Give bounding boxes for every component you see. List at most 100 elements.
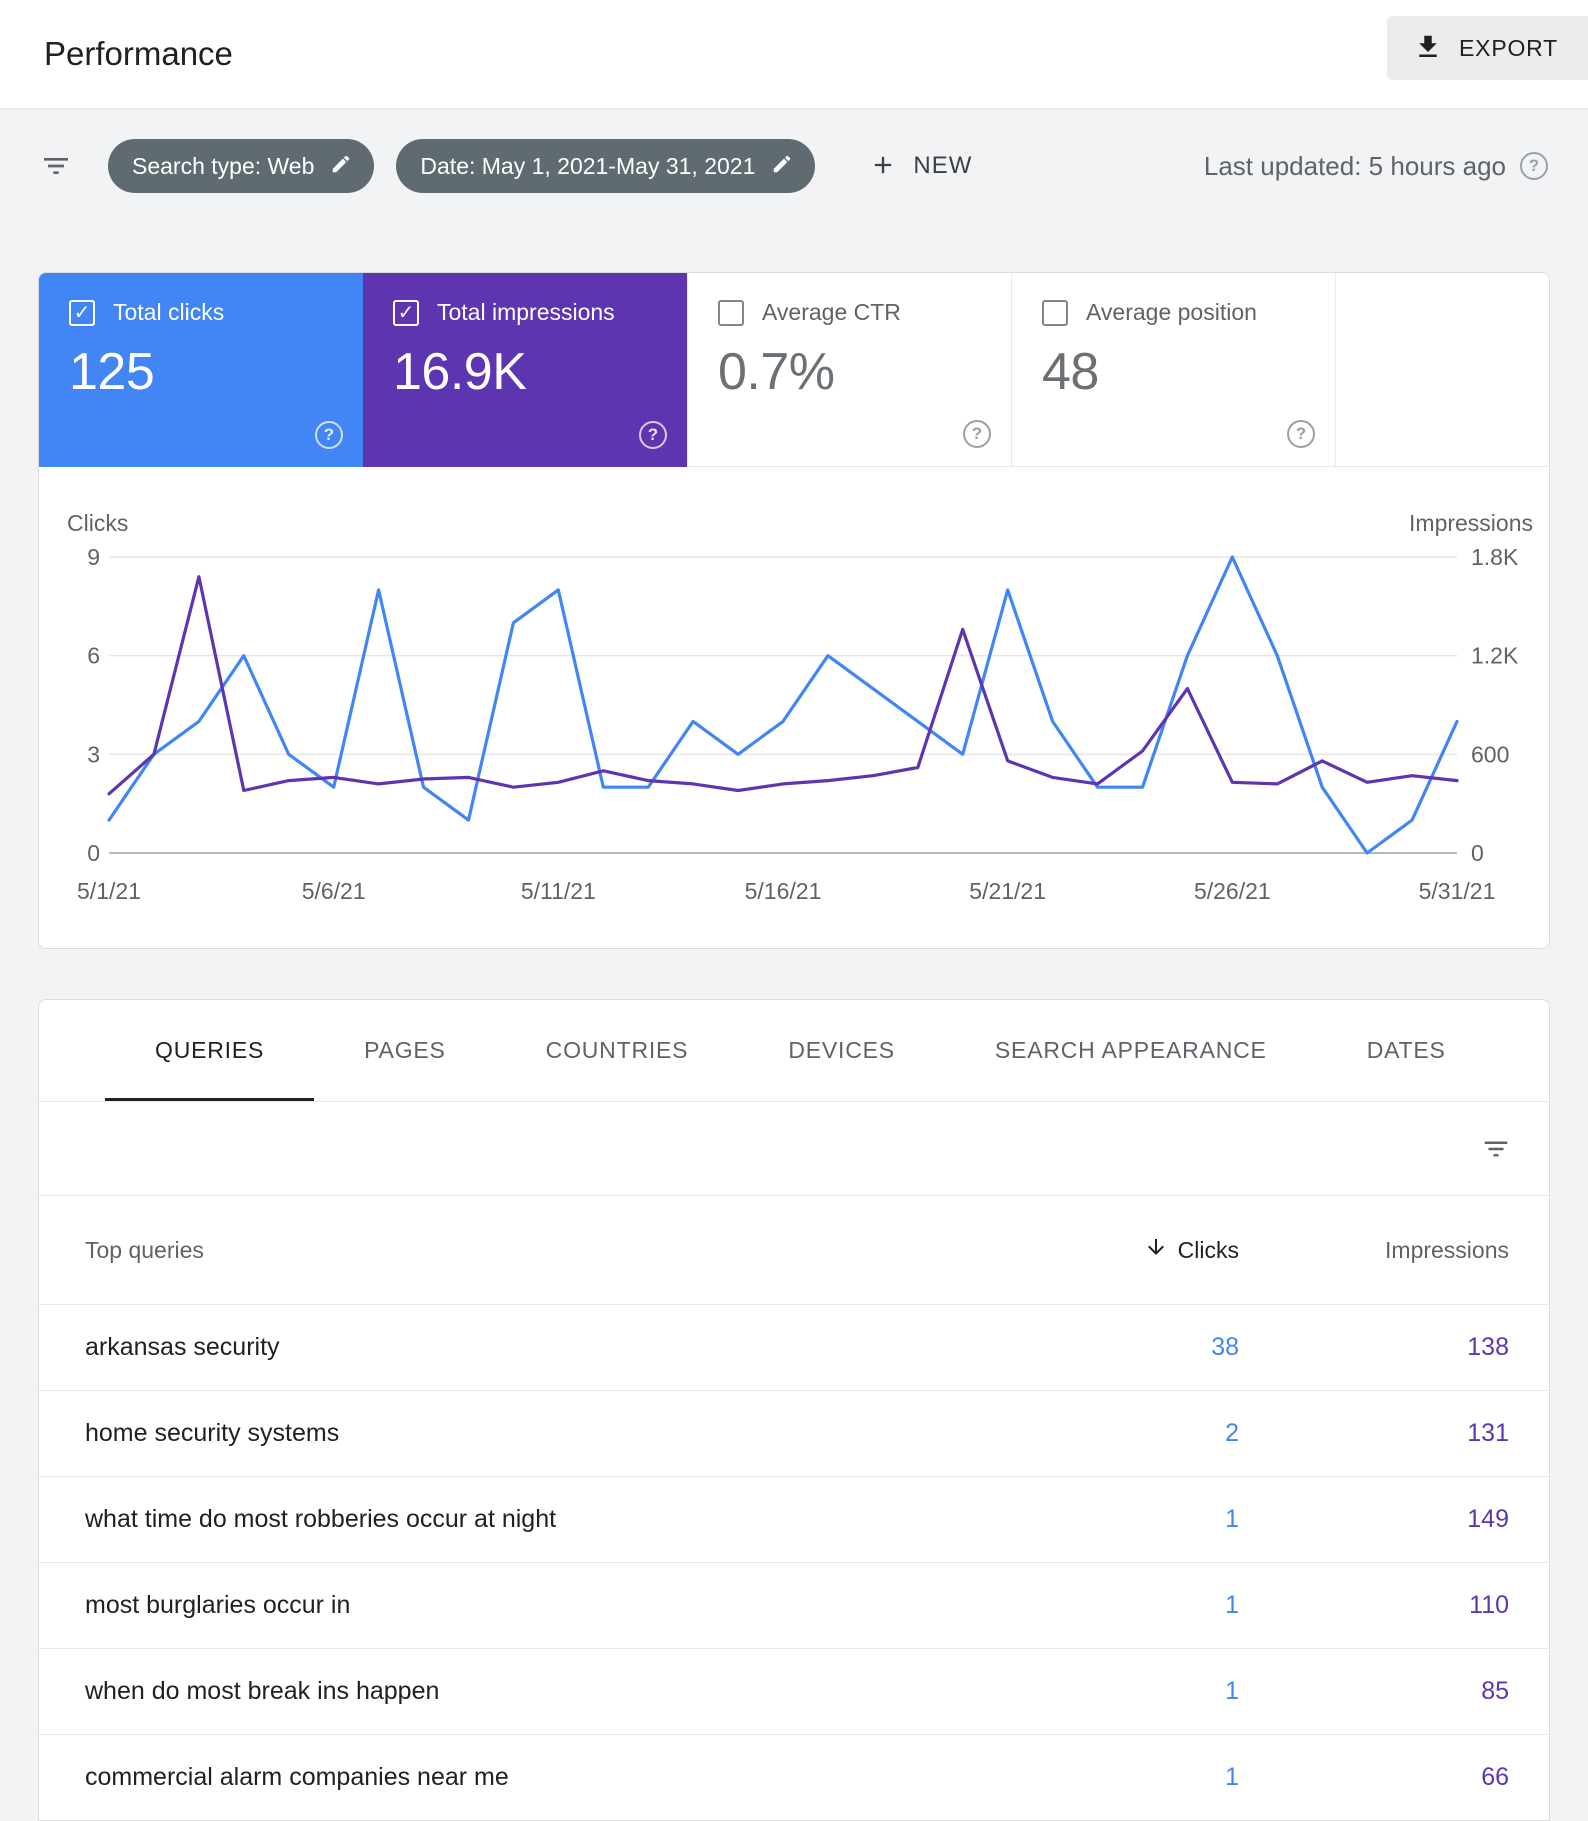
- table-filter-row: [39, 1102, 1549, 1196]
- impressions-cell: 66: [1481, 1763, 1509, 1791]
- svg-text:9: 9: [87, 544, 100, 570]
- metric-label: Average CTR: [762, 299, 901, 325]
- table-row[interactable]: most burglaries occur in 1 110: [39, 1562, 1549, 1648]
- help-icon[interactable]: ?: [315, 421, 343, 449]
- column-header-clicks[interactable]: Clicks: [1069, 1235, 1239, 1265]
- edit-pencil-icon[interactable]: [330, 153, 352, 180]
- tab-search-appearance[interactable]: SEARCH APPEARANCE: [994, 1037, 1267, 1063]
- metric-value: 125: [69, 343, 155, 401]
- edit-pencil-icon[interactable]: [771, 153, 793, 180]
- metric-label: Average position: [1086, 299, 1257, 325]
- last-updated-text: Last updated: 5 hours ago: [1203, 150, 1506, 181]
- metric-value: 16.9K: [393, 343, 527, 401]
- clicks-cell: 1: [1225, 1677, 1239, 1705]
- svg-text:5/1/21: 5/1/21: [77, 878, 141, 904]
- table-row[interactable]: commercial alarm companies near me 1 66: [39, 1734, 1549, 1820]
- svg-text:3: 3: [87, 741, 100, 767]
- total-clicks-card[interactable]: ✓ Total clicks 125 ?: [39, 273, 363, 467]
- svg-text:5/31/21: 5/31/21: [1419, 878, 1496, 904]
- table-filter-icon[interactable]: [1481, 1134, 1511, 1164]
- svg-text:1.2K: 1.2K: [1471, 643, 1519, 669]
- tab-countries[interactable]: COUNTRIES: [545, 1037, 689, 1063]
- line-chart-svg: 0 0 3 600 6 1.2K 9 1.8K Clicks Impressions 5/1/21 5…: [67, 510, 1533, 904]
- svg-text:0: 0: [87, 840, 100, 866]
- tab-pages[interactable]: PAGES: [364, 1037, 446, 1063]
- clicks-cell: 2: [1225, 1419, 1239, 1447]
- query-cell: arkansas security: [85, 1333, 280, 1361]
- last-updated-status: Last updated: 5 hours ago ?: [1204, 151, 1548, 182]
- svg-text:0: 0: [1471, 840, 1484, 866]
- query-cell: commercial alarm companies near me: [85, 1763, 509, 1791]
- dimensions-table-panel: QUERIES PAGES COUNTRIES DEVICES SEARCH A…: [38, 999, 1550, 1821]
- table-row[interactable]: home security systems 2 131: [39, 1390, 1549, 1476]
- average-ctr-card[interactable]: Average CTR 0.7% ?: [687, 273, 1011, 467]
- metric-label: Total impressions: [437, 299, 615, 325]
- performance-line-chart: 0 0 3 600 6 1.2K 9 1.8K Clicks Impressions 5/1/21 5…: [39, 467, 1549, 948]
- svg-text:600: 600: [1471, 741, 1509, 767]
- clicks-cell: 38: [1211, 1333, 1239, 1361]
- help-icon[interactable]: ?: [963, 420, 991, 448]
- svg-text:1.8K: 1.8K: [1471, 544, 1519, 570]
- checkbox-checked-icon[interactable]: ✓: [69, 299, 95, 326]
- impressions-cell: 85: [1481, 1677, 1509, 1705]
- svg-text:6: 6: [87, 643, 100, 669]
- cards-filler: [1335, 273, 1549, 467]
- plus-icon: [869, 151, 897, 182]
- tab-devices[interactable]: DEVICES: [788, 1037, 895, 1063]
- tab-dates[interactable]: DATES: [1366, 1037, 1446, 1063]
- clicks-cell: 1: [1225, 1763, 1239, 1791]
- table-row[interactable]: arkansas security 38 138: [39, 1304, 1549, 1390]
- table-row[interactable]: what time do most robberies occur at nig…: [39, 1476, 1549, 1562]
- sort-desc-arrow-icon: [1144, 1235, 1168, 1265]
- search-type-chip-label: Search type: Web: [132, 152, 315, 179]
- checkbox-unchecked-icon[interactable]: [1042, 299, 1068, 326]
- svg-text:5/6/21: 5/6/21: [302, 878, 366, 904]
- clicks-cell: 1: [1225, 1591, 1239, 1619]
- export-label: EXPORT: [1459, 34, 1558, 61]
- download-icon: [1413, 32, 1443, 65]
- app-header: Performance EXPORT: [0, 0, 1588, 108]
- column-header-top-queries[interactable]: Top queries: [85, 1236, 204, 1263]
- page-title: Performance: [44, 35, 233, 72]
- impressions-cell: 110: [1469, 1591, 1509, 1619]
- metric-value: 48: [1042, 343, 1099, 401]
- svg-text:5/21/21: 5/21/21: [969, 878, 1046, 904]
- new-filter-label: NEW: [913, 152, 973, 179]
- query-cell: most burglaries occur in: [85, 1591, 351, 1619]
- help-icon[interactable]: ?: [639, 421, 667, 449]
- help-icon[interactable]: ?: [1287, 420, 1315, 448]
- checkbox-checked-icon[interactable]: ✓: [393, 299, 419, 326]
- metrics-chart-panel: ✓ Total clicks 125 ? ✓ Total impressions…: [38, 272, 1550, 949]
- impressions-cell: 149: [1467, 1505, 1509, 1533]
- svg-text:5/16/21: 5/16/21: [745, 878, 822, 904]
- date-range-chip-label: Date: May 1, 2021-May 31, 2021: [420, 152, 756, 179]
- metric-cards-row: ✓ Total clicks 125 ? ✓ Total impressions…: [39, 273, 1549, 467]
- average-position-card[interactable]: Average position 48 ?: [1011, 273, 1335, 467]
- metric-label: Total clicks: [113, 299, 225, 325]
- query-cell: when do most break ins happen: [85, 1677, 440, 1705]
- svg-text:Impressions: Impressions: [1409, 510, 1533, 536]
- query-cell: home security systems: [85, 1419, 340, 1447]
- help-icon[interactable]: ?: [1520, 152, 1548, 180]
- column-header-clicks-label: Clicks: [1177, 1236, 1239, 1263]
- svg-text:Clicks: Clicks: [67, 510, 128, 536]
- metric-value: 0.7%: [718, 343, 835, 401]
- filter-bar: Search type: Web Date: May 1, 2021-May 3…: [0, 108, 1588, 224]
- impressions-cell: 131: [1467, 1419, 1509, 1447]
- tab-queries[interactable]: QUERIES: [105, 1000, 315, 1101]
- table-row[interactable]: when do most break ins happen 1 85: [39, 1648, 1549, 1734]
- query-cell: what time do most robberies occur at nig…: [85, 1505, 557, 1533]
- svg-text:5/26/21: 5/26/21: [1194, 878, 1271, 904]
- filter-list-icon[interactable]: [40, 150, 72, 182]
- export-button[interactable]: EXPORT: [1387, 16, 1588, 80]
- checkbox-unchecked-icon[interactable]: [718, 299, 744, 326]
- total-impressions-card[interactable]: ✓ Total impressions 16.9K ?: [363, 273, 687, 467]
- date-range-chip[interactable]: Date: May 1, 2021-May 31, 2021: [396, 139, 816, 193]
- clicks-cell: 1: [1225, 1505, 1239, 1533]
- column-header-impressions[interactable]: Impressions: [1385, 1236, 1509, 1263]
- table-header: Top queries Clicks Impressions: [39, 1196, 1549, 1304]
- new-filter-button[interactable]: NEW: [859, 151, 982, 182]
- svg-text:5/11/21: 5/11/21: [521, 878, 596, 904]
- dimension-tabs: QUERIES PAGES COUNTRIES DEVICES SEARCH A…: [39, 1000, 1549, 1102]
- search-type-chip[interactable]: Search type: Web: [108, 139, 375, 193]
